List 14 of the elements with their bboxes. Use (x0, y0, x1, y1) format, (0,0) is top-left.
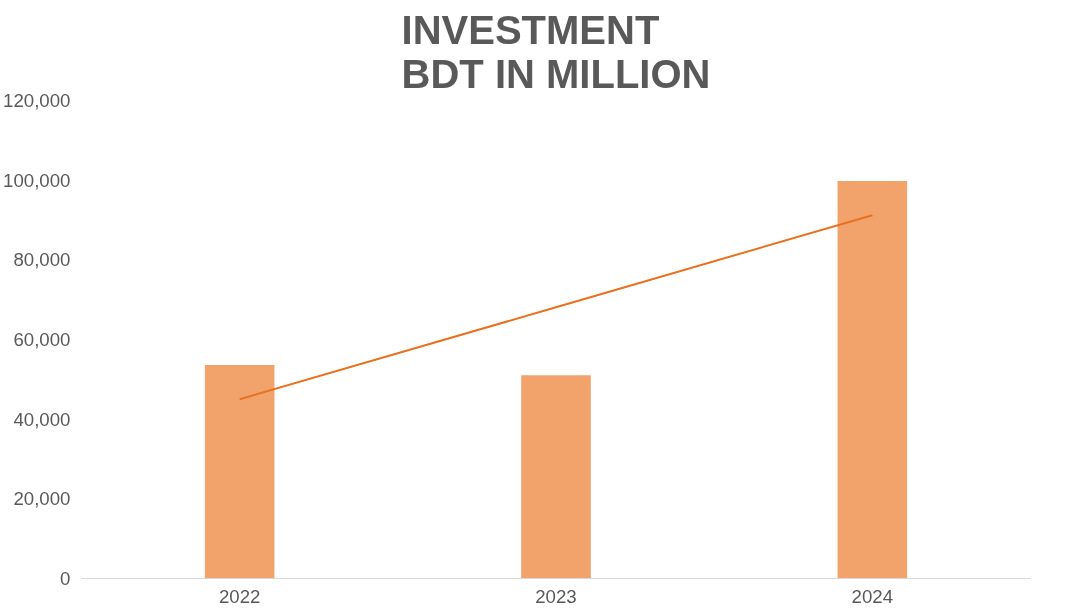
bar (204, 364, 275, 579)
bar (521, 375, 591, 579)
y-tick-label: 40,000 (13, 408, 71, 430)
y-tick-label: 60,000 (13, 329, 71, 350)
x-tick-label: 2023 (535, 585, 577, 607)
x-tick-label: 2022 (218, 585, 261, 607)
y-tick-label: 80,000 (13, 249, 71, 271)
y-tick-label: 120,000 (3, 90, 71, 111)
y-tick-label: 100,000 (3, 169, 71, 191)
y-tick-label: 0 (60, 568, 71, 589)
y-tick-label: 20,000 (13, 488, 71, 510)
bar (837, 180, 908, 579)
x-tick-label: 2024 (851, 585, 894, 607)
chart-title: INVESTMENT BDT IN MILLION (401, 7, 711, 96)
